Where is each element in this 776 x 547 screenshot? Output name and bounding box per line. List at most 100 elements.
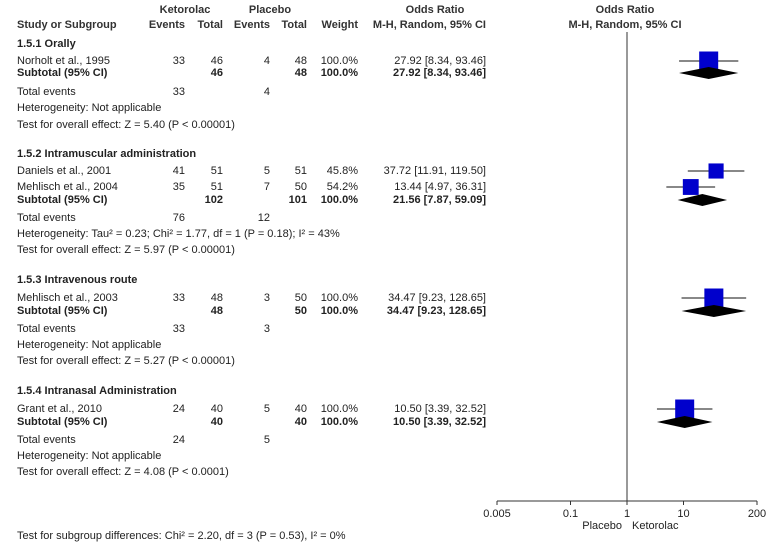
- study-p-events: 5: [263, 165, 270, 177]
- study-ci: 13.44 [4.97, 36.31]: [394, 181, 486, 193]
- total-events-k: 24: [172, 434, 185, 446]
- study-name: Norholt et al., 1995: [17, 55, 110, 67]
- subtotal-ci: 10.50 [3.39, 32.52]: [393, 416, 486, 428]
- heterogeneity-text: Heterogeneity: Tau² = 0.23; Chi² = 1.77,…: [17, 228, 340, 240]
- header-k-total: Total: [197, 19, 223, 31]
- favours-right-label: Ketorolac: [632, 520, 679, 532]
- study-name: Daniels et al., 2001: [17, 165, 112, 177]
- total-events-k: 33: [172, 323, 185, 335]
- header-plot-method: M-H, Random, 95% CI: [568, 19, 682, 31]
- study-point-square: [682, 179, 699, 195]
- group-title: 1.5.4 Intranasal Administration: [17, 385, 177, 397]
- header-weight: Weight: [321, 19, 358, 31]
- study-weight: 100.0%: [320, 292, 358, 304]
- study-ci: 34.47 [9.23, 128.65]: [388, 292, 486, 304]
- study-weight: 45.8%: [326, 165, 358, 177]
- group-title: 1.5.2 Intramuscular administration: [17, 148, 197, 160]
- subtotal-weight: 100.0%: [320, 194, 358, 206]
- study-point-square: [704, 288, 724, 308]
- total-events-p: 4: [263, 86, 270, 98]
- subtotal-ci: 21.56 [7.87, 59.09]: [393, 194, 486, 206]
- total-events-label: Total events: [17, 212, 76, 224]
- x-tick-label: 200: [748, 508, 766, 520]
- study-point-square: [675, 399, 695, 419]
- total-events-p: 3: [263, 323, 270, 335]
- x-tick-label: 1: [624, 508, 630, 520]
- x-tick-label: 10: [677, 508, 689, 520]
- overall-effect-text: Test for overall effect: Z = 5.27 (P < 0…: [17, 355, 235, 367]
- total-events-label: Total events: [17, 323, 76, 335]
- study-p-total: 51: [294, 165, 307, 177]
- total-events-p: 5: [263, 434, 270, 446]
- subtotal-label: Subtotal (95% CI): [17, 194, 108, 206]
- study-p-events: 3: [263, 292, 270, 304]
- study-weight: 100.0%: [320, 403, 358, 415]
- study-k-total: 48: [210, 292, 223, 304]
- group-title: 1.5.3 Intravenous route: [17, 274, 138, 286]
- study-p-total: 50: [294, 292, 307, 304]
- header-or-method: M-H, Random, 95% CI: [372, 19, 486, 31]
- subtotal-p-total: 101: [288, 194, 307, 206]
- overall-effect-text: Test for overall effect: Z = 5.97 (P < 0…: [17, 244, 235, 256]
- study-point-square: [699, 51, 719, 71]
- header-p-total: Total: [281, 19, 307, 31]
- study-p-total: 50: [294, 181, 307, 193]
- favours-left-label: Placebo: [582, 520, 622, 532]
- subtotal-label: Subtotal (95% CI): [17, 305, 108, 317]
- study-p-total: 48: [294, 55, 307, 67]
- subtotal-diamond: [681, 305, 747, 317]
- subtotal-ci: 27.92 [8.34, 93.46]: [393, 67, 486, 79]
- subtotal-weight: 100.0%: [320, 67, 358, 79]
- study-ci: 37.72 [11.91, 119.50]: [383, 165, 486, 177]
- study-ci: 10.50 [3.39, 32.52]: [394, 403, 486, 415]
- study-k-total: 46: [210, 55, 223, 67]
- study-p-events: 5: [263, 403, 270, 415]
- subtotal-k-total: 102: [204, 194, 223, 206]
- study-k-events: 41: [172, 165, 185, 177]
- study-name: Grant et al., 2010: [17, 403, 102, 415]
- study-weight: 100.0%: [320, 55, 358, 67]
- subtotal-k-total: 40: [210, 416, 223, 428]
- subtotal-weight: 100.0%: [320, 416, 358, 428]
- subtotal-label: Subtotal (95% CI): [17, 416, 108, 428]
- study-k-total: 51: [210, 181, 223, 193]
- total-events-label: Total events: [17, 434, 76, 446]
- subtotal-k-total: 48: [210, 305, 223, 317]
- overall-effect-text: Test for overall effect: Z = 5.40 (P < 0…: [17, 119, 235, 131]
- study-weight: 54.2%: [326, 181, 358, 193]
- subtotal-k-total: 46: [210, 67, 223, 79]
- study-p-events: 4: [263, 55, 270, 67]
- total-events-p: 12: [257, 212, 270, 224]
- overall-effect-text: Test for overall effect: Z = 4.08 (P < 0…: [17, 466, 229, 478]
- subtotal-p-total: 40: [294, 416, 307, 428]
- study-k-events: 35: [172, 181, 185, 193]
- subtotal-label: Subtotal (95% CI): [17, 67, 108, 79]
- study-ci: 27.92 [8.34, 93.46]: [394, 55, 486, 67]
- header-study: Study or Subgroup: [17, 19, 117, 31]
- subtotal-p-total: 50: [294, 305, 307, 317]
- study-k-events: 33: [172, 292, 185, 304]
- study-p-events: 7: [263, 181, 270, 193]
- heterogeneity-text: Heterogeneity: Not applicable: [17, 450, 162, 462]
- subtotal-diamond: [677, 194, 728, 206]
- study-name: Mehlisch et al., 2004: [17, 181, 118, 193]
- study-name: Mehlisch et al., 2003: [17, 292, 118, 304]
- header-p-events: Events: [233, 19, 270, 31]
- subtotal-ci: 34.47 [9.23, 128.65]: [386, 305, 486, 317]
- study-k-events: 24: [172, 403, 185, 415]
- subtotal-diamond: [656, 416, 713, 428]
- study-k-total: 51: [210, 165, 223, 177]
- x-tick-label: 0.1: [563, 508, 578, 520]
- header-plot-label: Odds Ratio: [595, 4, 655, 16]
- subtotal-weight: 100.0%: [320, 305, 358, 317]
- total-events-label: Total events: [17, 86, 76, 98]
- subtotal-p-total: 48: [294, 67, 307, 79]
- study-k-total: 40: [210, 403, 223, 415]
- total-events-k: 33: [172, 86, 185, 98]
- subgroup-differences-text: Test for subgroup differences: Chi² = 2.…: [17, 530, 346, 542]
- total-events-k: 76: [172, 212, 185, 224]
- header-ketorolac: Ketorolac: [159, 4, 211, 16]
- subtotal-diamond: [679, 67, 739, 79]
